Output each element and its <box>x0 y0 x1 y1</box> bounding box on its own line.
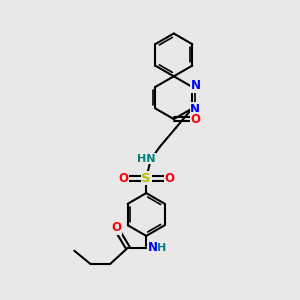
Text: O: O <box>111 221 121 234</box>
Text: O: O <box>118 172 128 185</box>
Text: N: N <box>148 241 158 254</box>
Text: HN: HN <box>137 154 155 164</box>
Text: S: S <box>141 172 151 185</box>
Text: N: N <box>191 79 201 92</box>
Text: H: H <box>157 243 166 253</box>
Text: O: O <box>164 172 174 185</box>
Text: O: O <box>190 112 200 126</box>
Text: N: N <box>190 103 200 116</box>
